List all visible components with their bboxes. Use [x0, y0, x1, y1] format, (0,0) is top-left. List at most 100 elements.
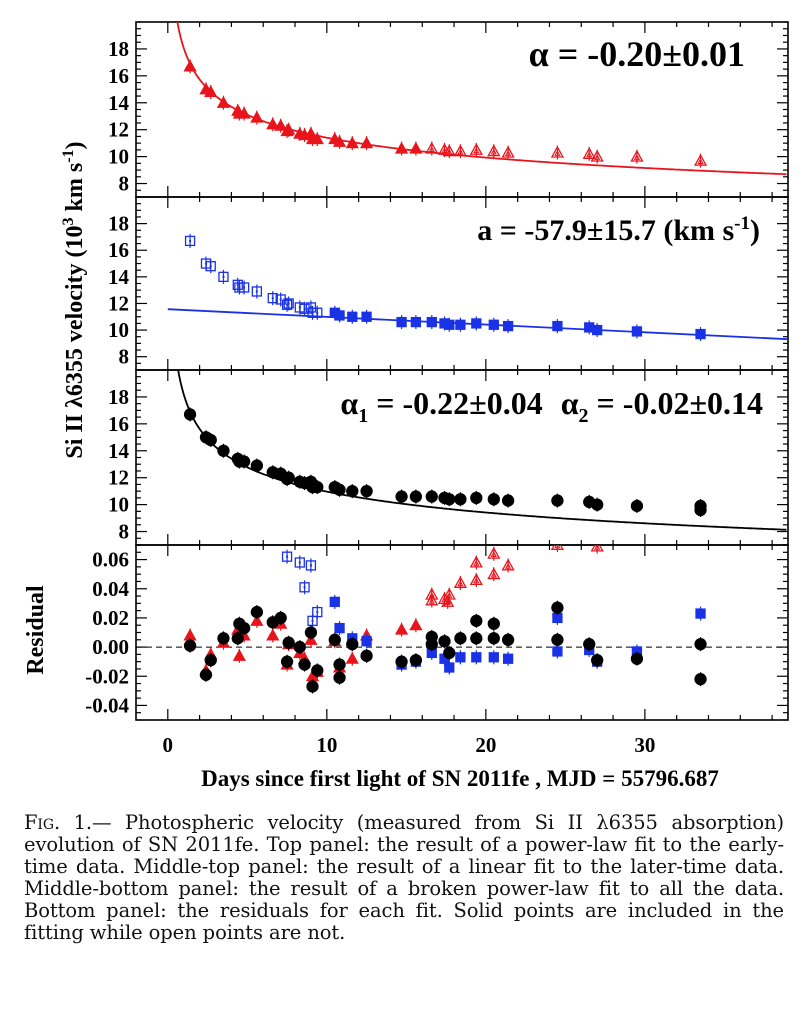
x-axis-label: Days since first light of SN 2011fe , MJ…: [201, 766, 719, 791]
data-point-square-dot: [298, 561, 301, 564]
data-point-triangle-inner: [444, 599, 451, 606]
data-point-circle: [250, 605, 264, 619]
data-point-square-dot: [316, 611, 319, 614]
data-point-circle: [306, 680, 319, 693]
data-point-square-dot: [311, 619, 314, 622]
data-point-circle: [454, 632, 467, 645]
chart-marks: [136, 22, 788, 694]
data-point-triangle-inner: [457, 580, 464, 587]
data-point-circle: [250, 459, 264, 472]
data-point-circle: [217, 444, 230, 457]
panel1-annotation: α = -0.20±0.01: [529, 34, 745, 74]
y-tick-label: 0.06: [92, 548, 129, 572]
data-point-circle: [346, 638, 359, 651]
data-point-circle: [425, 638, 438, 651]
data-point-square: [552, 646, 563, 657]
data-point-triangle-inner: [633, 154, 641, 160]
data-point-triangle: [469, 143, 483, 155]
panel-marks-2: [167, 233, 788, 342]
data-point-square: [299, 582, 310, 593]
y-tick-label: 18: [108, 385, 129, 409]
y-tick-label: 16: [108, 64, 129, 88]
data-point-square-dot: [271, 297, 274, 300]
data-point-circle: [694, 638, 707, 651]
data-point-triangle: [266, 628, 280, 641]
data-point-triangle: [394, 141, 409, 154]
data-point-circle: [204, 433, 217, 447]
data-point-square: [312, 606, 323, 618]
y-tick-label: 12: [108, 118, 129, 142]
data-point-circle: [217, 632, 230, 645]
data-point-circle: [630, 499, 644, 513]
y-tick-label: 8: [119, 520, 130, 544]
data-point-square-dot: [209, 265, 212, 268]
data-point-circle: [199, 668, 213, 681]
data-point-triangle-inner: [554, 150, 561, 156]
data-point-triangle: [487, 144, 501, 157]
data-point-circle: [409, 490, 423, 503]
data-point-square: [455, 652, 466, 663]
panel-2: [135, 196, 789, 371]
data-point-triangle-inner: [428, 597, 435, 604]
data-point-triangle: [453, 576, 468, 588]
data-point-triangle-inner: [428, 145, 435, 152]
data-point-square: [695, 608, 706, 619]
data-point-triangle: [582, 147, 596, 159]
data-point-triangle-inner: [490, 571, 497, 578]
data-point-circle: [395, 490, 408, 503]
data-point-triangle: [425, 141, 439, 154]
data-point-circle: [443, 493, 456, 506]
data-point-square: [488, 319, 499, 330]
data-point-triangle: [590, 545, 604, 552]
data-point-circle: [304, 626, 318, 639]
data-point-triangle: [453, 144, 468, 157]
data-point-circle: [237, 455, 251, 468]
data-point-circle: [395, 655, 408, 668]
data-point-triangle: [550, 545, 565, 551]
data-point-triangle: [693, 153, 708, 166]
data-point-circle: [282, 471, 295, 484]
data-point-square-dot: [286, 303, 289, 306]
caption-text: Photospheric velocity (measured from Si …: [24, 811, 784, 944]
y-tick-label: -0.02: [85, 664, 129, 688]
data-point-square: [444, 662, 455, 673]
data-point-square: [552, 320, 563, 332]
data-point-square-dot: [279, 298, 282, 301]
data-point-triangle: [409, 141, 423, 154]
data-point-square-dot: [286, 555, 289, 558]
data-point-square: [184, 235, 196, 247]
data-point-triangle-inner: [473, 559, 480, 566]
data-point-square: [305, 302, 317, 313]
data-point-square-dot: [236, 283, 239, 286]
y-tick-label: 0.00: [92, 635, 129, 659]
data-point-square: [305, 560, 317, 571]
data-point-triangle: [425, 587, 439, 600]
data-point-circle: [501, 494, 515, 507]
data-point-triangle: [216, 95, 231, 108]
y-tick-label: 10: [108, 318, 129, 342]
data-point-circle: [470, 491, 483, 505]
data-point-circle: [237, 621, 251, 635]
data-point-circle: [409, 654, 423, 667]
data-point-circle: [694, 673, 707, 686]
data-point-circle: [183, 408, 197, 421]
data-point-square: [251, 286, 263, 297]
data-point-triangle-inner: [586, 151, 593, 158]
data-point-circle: [274, 611, 287, 625]
panel2-annotation: a = -57.9±15.7 (km s-1): [477, 213, 760, 247]
data-point-square: [281, 299, 293, 310]
y-tick-label: 10: [108, 493, 129, 517]
data-point-triangle: [487, 567, 501, 580]
data-point-square: [455, 319, 466, 330]
y-tick-label: 12: [108, 291, 129, 315]
data-point-triangle: [237, 106, 251, 119]
y-tick-label: -0.04: [85, 693, 129, 717]
data-point-square: [502, 320, 514, 332]
y-tick-label: 18: [108, 37, 129, 61]
data-point-square: [361, 311, 372, 322]
data-point-circle: [551, 494, 564, 507]
panel-marks-1: [176, 22, 787, 176]
data-point-square: [205, 261, 216, 272]
chart-panels: [135, 21, 789, 721]
y-tick-label: 8: [119, 345, 130, 369]
